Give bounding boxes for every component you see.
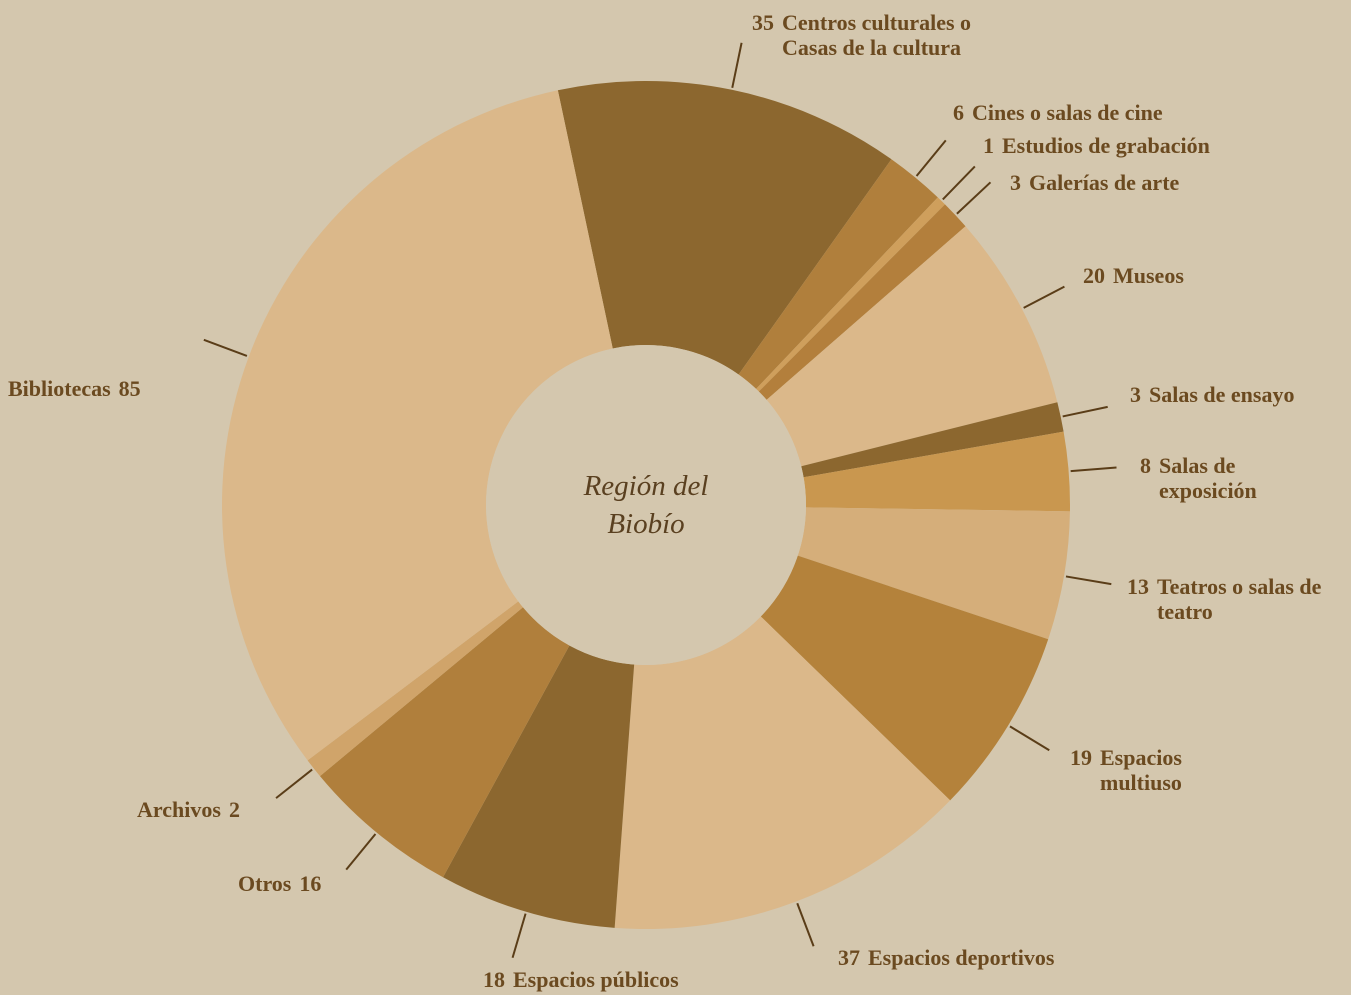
category-label: Espacios multiuso — [1100, 745, 1182, 795]
leader-line — [1009, 725, 1050, 752]
leader-line — [1070, 466, 1117, 473]
donut-segment — [307, 601, 523, 777]
leader-line — [275, 768, 313, 799]
value-label: 2 — [228, 797, 240, 822]
donut-segment — [557, 81, 892, 375]
value-label: 8 — [1140, 453, 1151, 478]
segment-label: 35 Centros culturales o Casas de la cultu… — [752, 10, 1022, 60]
segment-label: Bibliotecas 85 — [8, 376, 141, 401]
leader-line — [511, 913, 527, 959]
donut-segment — [614, 616, 951, 930]
value-label: 6 — [953, 100, 964, 125]
category-label: Centros culturales o Casas de la cultura — [782, 10, 972, 60]
segment-label: 37 Espacios deportivos — [838, 945, 1054, 970]
category-label: Otros — [238, 871, 292, 896]
category-label: Museos — [1113, 263, 1184, 288]
segment-label: 1 Estudios de grabación — [983, 133, 1210, 158]
value-label: 3 — [1010, 170, 1021, 195]
segment-label: 3 Salas de ensayo — [1130, 382, 1294, 407]
leader-line — [915, 139, 947, 177]
segment-label: 19 Espacios multiuso — [1070, 745, 1210, 795]
donut-segment — [766, 226, 1058, 467]
value-label: 37 — [838, 945, 860, 970]
leader-line — [956, 181, 992, 215]
value-label: 13 — [1127, 574, 1149, 599]
segment-label: Otros 16 — [238, 871, 321, 896]
donut-segment — [222, 90, 613, 761]
value-label: 19 — [1070, 745, 1092, 770]
leader-line — [203, 338, 248, 357]
value-label: 20 — [1083, 263, 1105, 288]
category-label: Cines o salas de cine — [972, 100, 1163, 125]
leader-line — [1062, 405, 1108, 418]
donut-segment — [756, 197, 945, 392]
category-label: Salas de exposición — [1159, 453, 1257, 503]
segment-label: 6 Cines o salas de cine — [953, 100, 1163, 125]
segment-label: 20 Museos — [1083, 263, 1184, 288]
leader-line — [345, 833, 377, 871]
leader-line — [796, 902, 815, 947]
segment-label: Archivos 2 — [137, 797, 240, 822]
segment-label: 3 Galerías de arte — [1010, 170, 1179, 195]
donut-segment — [758, 204, 966, 400]
value-label: 3 — [1130, 382, 1141, 407]
segment-label: 8 Salas de exposición — [1140, 453, 1289, 503]
donut-segment — [443, 645, 635, 928]
category-label: Espacios deportivos — [868, 945, 1055, 970]
donut-segment — [319, 607, 570, 878]
leader-line — [731, 42, 743, 89]
category-label: Estudios de grabación — [1002, 133, 1210, 158]
value-label: 85 — [118, 376, 141, 401]
donut-segment — [801, 402, 1064, 478]
leader-line — [942, 165, 976, 201]
donut-segment — [738, 159, 938, 389]
category-label: Teatros o salas de teatro — [1157, 574, 1322, 624]
category-label: Archivos — [137, 797, 221, 822]
donut-segment — [797, 507, 1070, 640]
category-label: Bibliotecas — [8, 376, 111, 401]
donut-segment — [760, 555, 1049, 801]
category-label: Galerías de arte — [1029, 170, 1180, 195]
value-label: 35 — [752, 10, 774, 35]
category-label: Salas de ensayo — [1149, 382, 1295, 407]
value-label: 16 — [299, 871, 322, 896]
value-label: 1 — [983, 133, 994, 158]
segment-label: 13 Teatros o salas de teatro — [1127, 574, 1327, 624]
donut-segment — [803, 431, 1070, 512]
leader-line — [1065, 575, 1112, 586]
donut-hole — [486, 345, 806, 665]
center-label: Región del Biobío — [583, 470, 709, 540]
value-label: 18 — [483, 967, 505, 992]
segment-label: 18 Espacios públicos — [483, 967, 679, 992]
category-label: Espacios públicos — [513, 967, 679, 992]
leader-line — [1023, 285, 1065, 309]
